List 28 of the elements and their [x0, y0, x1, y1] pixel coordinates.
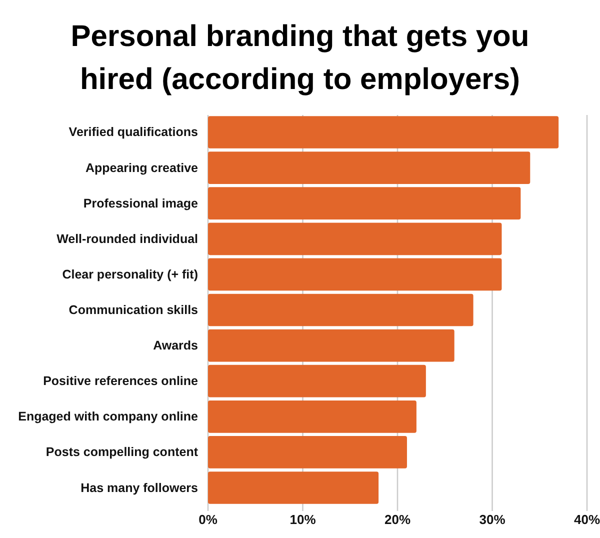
y-tick-label: Verified qualifications [68, 125, 198, 140]
bar [208, 152, 530, 184]
y-tick-label: Appearing creative [85, 160, 198, 175]
x-tick-label: 0% [198, 512, 218, 528]
bar [208, 400, 416, 433]
y-tick-label: Engaged with company online [18, 410, 198, 424]
bar [208, 116, 559, 148]
bar [208, 187, 521, 220]
bar [208, 472, 379, 504]
chart-title: Personal branding that gets you hired (according to employers) [70, 20, 530, 96]
bar [208, 258, 502, 291]
y-tick-label: Awards [153, 338, 198, 353]
bar [208, 364, 426, 398]
y-tick-label: Posts compelling content [46, 445, 199, 460]
bar [208, 222, 502, 256]
bar [208, 294, 474, 326]
bar [208, 436, 407, 468]
y-tick-label: Communication skills [68, 303, 198, 317]
x-tick-label: 10% [290, 512, 316, 528]
y-tick-label: Clear personality (+ fit) [62, 267, 198, 282]
x-tick-label: 30% [479, 512, 506, 528]
bar [208, 329, 454, 362]
x-tick-label: 20% [384, 512, 411, 528]
y-tick-label: Professional image [83, 196, 198, 210]
y-tick-label: Has many followers [80, 480, 198, 495]
x-tick-label: 40% [574, 512, 600, 528]
y-tick-label: Positive references online [43, 374, 198, 388]
y-tick-label: Well-rounded individual [56, 232, 198, 246]
